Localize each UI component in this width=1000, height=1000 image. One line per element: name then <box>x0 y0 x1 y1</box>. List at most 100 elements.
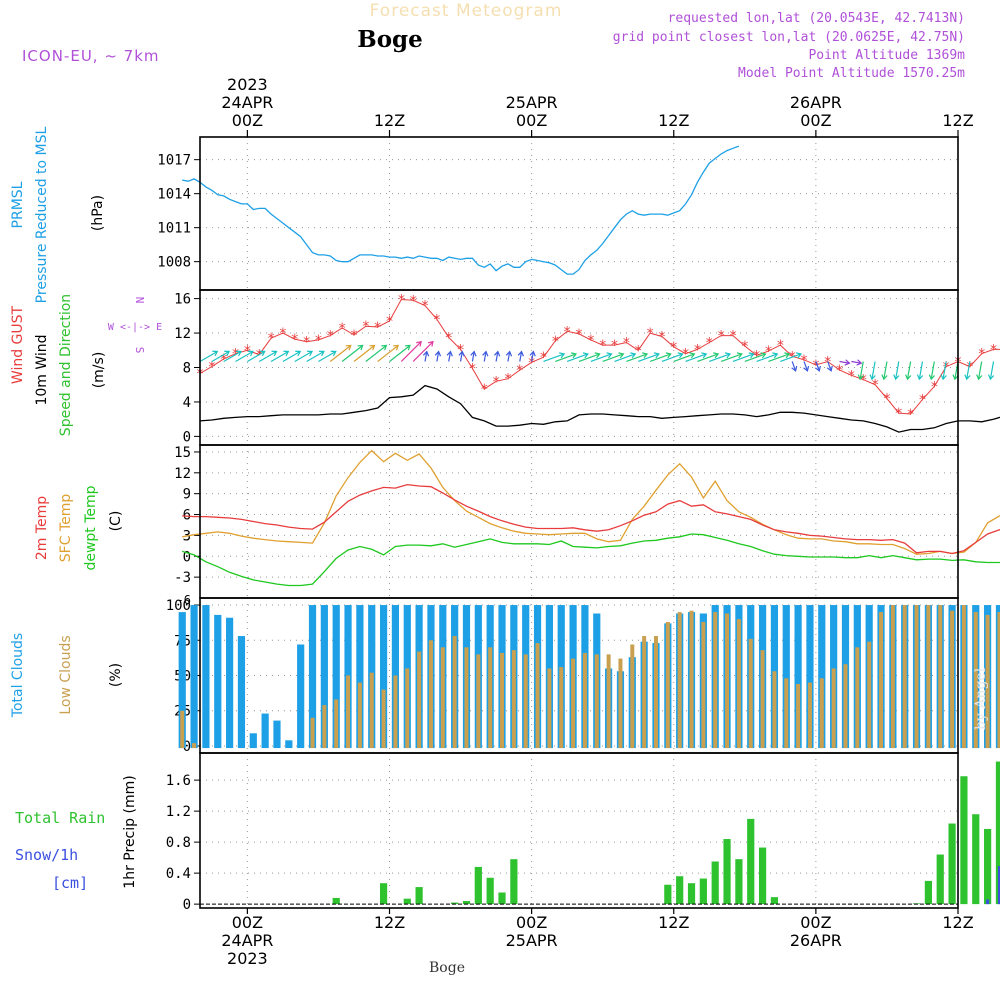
low-cloud-bar <box>428 640 433 749</box>
low-cloud-bar <box>748 638 753 749</box>
wind-arrow-head <box>791 365 798 372</box>
top-time-label: 12Z <box>374 111 405 130</box>
y-tick-label: 8 <box>183 361 191 377</box>
snow-bar <box>997 866 1000 905</box>
wind-arrow-head <box>345 344 352 351</box>
gust-marker: * <box>872 378 879 394</box>
wind-arrow-head <box>247 350 254 357</box>
gust-marker: * <box>836 363 843 379</box>
low-cloud-bar <box>855 647 860 749</box>
low-cloud-bar <box>452 636 457 749</box>
wind-direction-arrow <box>270 350 289 362</box>
wind-direction-arrow <box>697 353 719 363</box>
gust-marker: * <box>753 348 760 364</box>
gust-marker: * <box>445 330 452 346</box>
wind-arrow-head <box>446 350 453 357</box>
wind-direction-arrow <box>839 360 850 364</box>
wind-direction-arrow <box>685 353 707 363</box>
low-cloud-bar <box>890 605 895 749</box>
wind-direction-arrow <box>803 361 809 372</box>
rain-bar <box>972 814 980 905</box>
gust-marker: * <box>801 353 808 369</box>
y-tick-label: 12 <box>174 466 191 482</box>
low-cloud-bar <box>772 671 777 749</box>
header: Forecast Meteogram Boge ICON-EU, ~ 7km r… <box>22 1 965 81</box>
sfc-temp-label: SFC Temp <box>58 494 74 563</box>
wind-arrow-head <box>689 352 696 359</box>
low-cloud-bar <box>914 605 919 749</box>
wind-direction-arrow <box>507 351 511 362</box>
low-cloud-bar <box>381 689 386 749</box>
wind-direction-arrow <box>555 353 577 363</box>
rain-bar <box>723 839 731 905</box>
gust-marker: * <box>943 360 950 376</box>
temp-unit-label: (C) <box>108 511 124 532</box>
rain-bar <box>664 884 672 905</box>
gust-marker: * <box>528 355 535 371</box>
gust-marker: * <box>481 382 488 398</box>
wind-arrow-head <box>760 352 767 359</box>
wind-direction-arrow <box>966 361 971 380</box>
gust-marker: * <box>268 331 275 347</box>
wind-direction-arrow <box>780 353 802 363</box>
low-cloud-bar <box>819 678 824 749</box>
wind-arrow-head <box>295 350 302 357</box>
wind-direction-arrow <box>543 353 565 363</box>
gust-marker: * <box>327 329 334 345</box>
gust-marker: * <box>694 342 701 358</box>
wind-arrow-head <box>736 352 743 359</box>
wind-direction-arrow <box>827 361 832 372</box>
wind-arrow-head <box>259 350 266 357</box>
gust-marker: * <box>469 361 476 377</box>
wind-direction-arrow <box>448 351 452 362</box>
low-cloud-bar <box>500 652 505 749</box>
wind-arrow-head <box>869 374 876 381</box>
gust-marker: * <box>777 338 784 354</box>
gust-marker: * <box>883 392 890 408</box>
total-cloud-bar <box>249 733 257 749</box>
rain-bar <box>332 897 340 905</box>
wind-arrow-head <box>422 350 430 357</box>
wind-arrow-head <box>713 352 720 359</box>
wind-arrow-head <box>905 374 912 381</box>
precip-panel: 0 0.4 0.8 1.2 1.6 Total Rain Snow/1h [cm] 1hr Pr… <box>15 753 1000 913</box>
wind-direction-arrow <box>851 360 862 364</box>
wind-direction-arrow <box>768 353 790 363</box>
panel-frame <box>199 752 959 909</box>
y-tick-label: 16 <box>174 292 191 308</box>
low-cloud-bar <box>606 654 611 749</box>
clouds-unit-label: (%) <box>108 663 124 687</box>
model-label: ICON-EU, ~ 7km <box>22 47 160 65</box>
wind-arrow-head <box>857 374 864 381</box>
wind-arrow-head <box>618 352 625 359</box>
top-time-label: 00Z <box>516 111 547 130</box>
bottom-time-label: 00Z <box>516 913 547 932</box>
rain-bar <box>924 880 932 905</box>
low-cloud-bar <box>192 743 197 749</box>
wind-direction-arrow <box>614 353 636 363</box>
gust-marker: * <box>279 326 286 342</box>
pressure-label-msl: Pressure Reduced to MSL <box>34 126 50 303</box>
pressure-unit-label: (hPa) <box>90 195 106 231</box>
wind-direction-arrow <box>211 350 230 362</box>
low-cloud-bar <box>867 641 872 749</box>
wind-arrow-head <box>357 344 364 351</box>
y-tick-label: 9 <box>183 487 191 503</box>
low-cloud-bar <box>417 651 422 749</box>
low-cloud-bar <box>760 650 765 749</box>
bottom-time-label: 00Z <box>800 913 831 932</box>
gust-marker: * <box>362 319 369 335</box>
wind-arrow-head <box>570 352 578 359</box>
gust-marker: * <box>599 338 606 354</box>
wind-direction-arrow <box>377 344 399 362</box>
wind-arrow-head <box>318 350 325 357</box>
total-cloud-bar <box>237 636 246 749</box>
wind-direction-arrow <box>791 361 797 372</box>
wind-direction-arrow <box>977 361 983 380</box>
wind-direction-arrow <box>661 353 683 363</box>
wind-direction-arrow <box>871 361 876 380</box>
rain-bar <box>960 776 968 905</box>
y-tick-label: 0.8 <box>166 835 191 851</box>
wind-direction-arrow <box>294 350 313 362</box>
